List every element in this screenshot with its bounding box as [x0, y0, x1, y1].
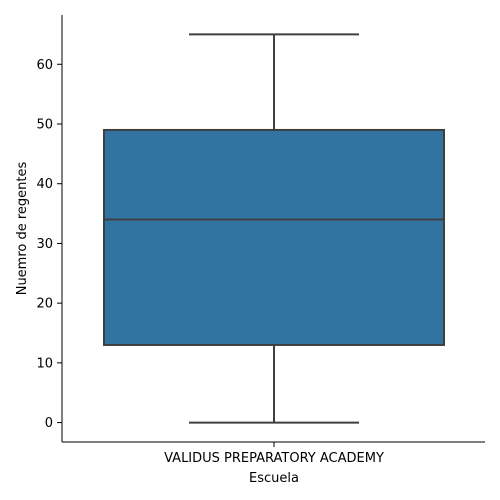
- x-axis: VALIDUS PREPARATORY ACADEMY: [62, 441, 485, 466]
- x-tick-label: VALIDUS PREPARATORY ACADEMY: [164, 451, 384, 466]
- y-axis-title: Nuemro de regentes: [15, 161, 30, 295]
- y-tick-label: 60: [36, 58, 53, 73]
- y-tick-label: 0: [45, 416, 53, 431]
- y-axis: 0 10 20 30 40 50 60: [36, 15, 63, 442]
- y-tick-label: 20: [36, 297, 53, 312]
- y-tick-label: 40: [36, 177, 53, 192]
- box-iqr: [103, 128, 445, 346]
- boxes: [103, 33, 445, 424]
- y-tick-label: 50: [36, 117, 53, 132]
- y-tick-label: 30: [36, 237, 53, 252]
- x-axis-title: Escuela: [249, 471, 299, 486]
- y-tick-label: 10: [36, 356, 53, 371]
- y-ticks: 0 10 20 30 40 50 60: [36, 58, 62, 431]
